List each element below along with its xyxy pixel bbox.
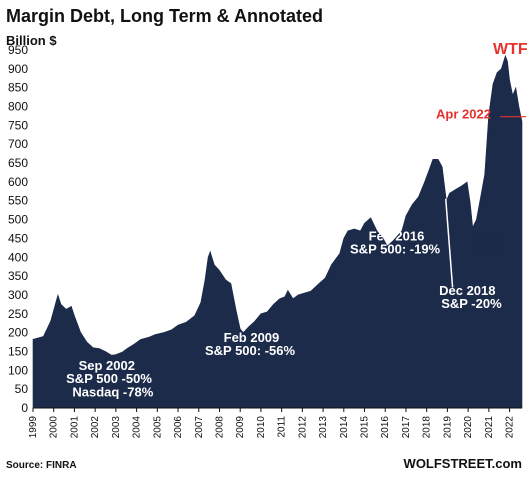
dec2018-pointer [445,198,454,288]
y-tick-label: 550 [8,194,28,208]
y-tick-label: 900 [8,62,28,76]
x-tick-label: 2011 [277,416,288,438]
x-tick-label: 2012 [297,416,308,439]
y-tick-label: 400 [8,250,28,264]
y-tick-label: 150 [8,344,28,358]
y-tick-label: 700 [8,137,28,151]
y-tick-label: 500 [8,213,28,227]
annotation-feb2016-1: Feb 2016 [369,228,425,243]
x-tick-label: 2014 [339,416,350,439]
x-tick-label: 2005 [152,416,163,439]
x-tick-label: 2002 [90,416,101,439]
x-tick-label: 2018 [422,416,433,439]
area-layer [32,54,523,409]
annotation-feb2009-2: S&P 500: -56% [205,343,296,358]
y-tick-label: 850 [8,81,28,95]
x-tick-label: 2015 [360,416,371,439]
x-tick-label: 2020 [463,416,474,439]
wolfstreet-brand: WOLFSTREET.com [404,456,522,471]
x-axis-ticks: 1999 2000 2001 2002 2003 2004 2005 2006 2007 2008… [28,408,516,438]
y-axis-label: Billion $ [6,33,57,48]
y-tick-label: 200 [8,326,28,340]
y-tick-label: 300 [8,288,28,302]
y-tick-label: 600 [8,175,28,189]
y-tick-label: 0 [21,401,28,415]
annotation-feb2016-2: S&P 500: -19% [350,241,441,256]
annotation-sep2002-2: S&P 500 -50% [66,371,152,386]
x-tick-label: 2010 [256,416,267,439]
source-label: Source: FINRA [6,460,77,471]
x-tick-label: 2007 [194,416,205,439]
x-tick-label: 2004 [132,416,143,439]
annotation-dec2018-1: Dec 2018 [439,283,495,298]
x-tick-label: 2013 [318,416,329,439]
annotation-mar2020-1: Mar [475,228,498,243]
y-tick-label: 800 [8,100,28,114]
annotation-sep2002-3: Nasdaq -78% [72,384,153,399]
annotation-feb2009-1: Feb 2009 [224,330,280,345]
y-tick-label: 750 [8,118,28,132]
y-tick-label: 350 [8,269,28,283]
annotation-wtf: WTF [493,41,528,58]
x-tick-label: 1999 [28,416,39,439]
x-tick-label: 2009 [235,416,246,439]
x-tick-label: 2006 [173,416,184,439]
x-tick-label: 2017 [401,416,412,439]
margin-debt-area [32,54,523,409]
x-tick-label: 2019 [442,416,453,439]
annotation-mar2020-2: 2020 [474,241,503,256]
x-tick-label: 2001 [69,416,80,439]
chart-title: Margin Debt, Long Term & Annotated [6,6,323,26]
y-axis-ticks: 0 50 100 150 200 250 300 350 400 450 500 550 600 650 7… [8,43,28,415]
y-tick-label: 950 [8,43,28,57]
annotation-dec2018-2: S&P -20% [441,296,502,311]
x-tick-label: 2003 [111,416,122,439]
pointer-layer [445,198,454,288]
y-tick-label: 650 [8,156,28,170]
x-tick-label: 2022 [505,416,516,439]
annotation-sep2002-1: Sep 2002 [79,358,135,373]
y-tick-label: 50 [15,382,29,396]
x-tick-label: 2016 [380,416,391,439]
x-tick-label: 2000 [49,416,60,439]
x-tick-label: 2008 [214,416,225,439]
y-tick-label: 250 [8,307,28,321]
y-tick-label: 100 [8,363,28,377]
annotation-apr2022: Apr 2022 [436,107,491,122]
y-tick-label: 450 [8,231,28,245]
x-tick-label: 2021 [484,416,495,439]
